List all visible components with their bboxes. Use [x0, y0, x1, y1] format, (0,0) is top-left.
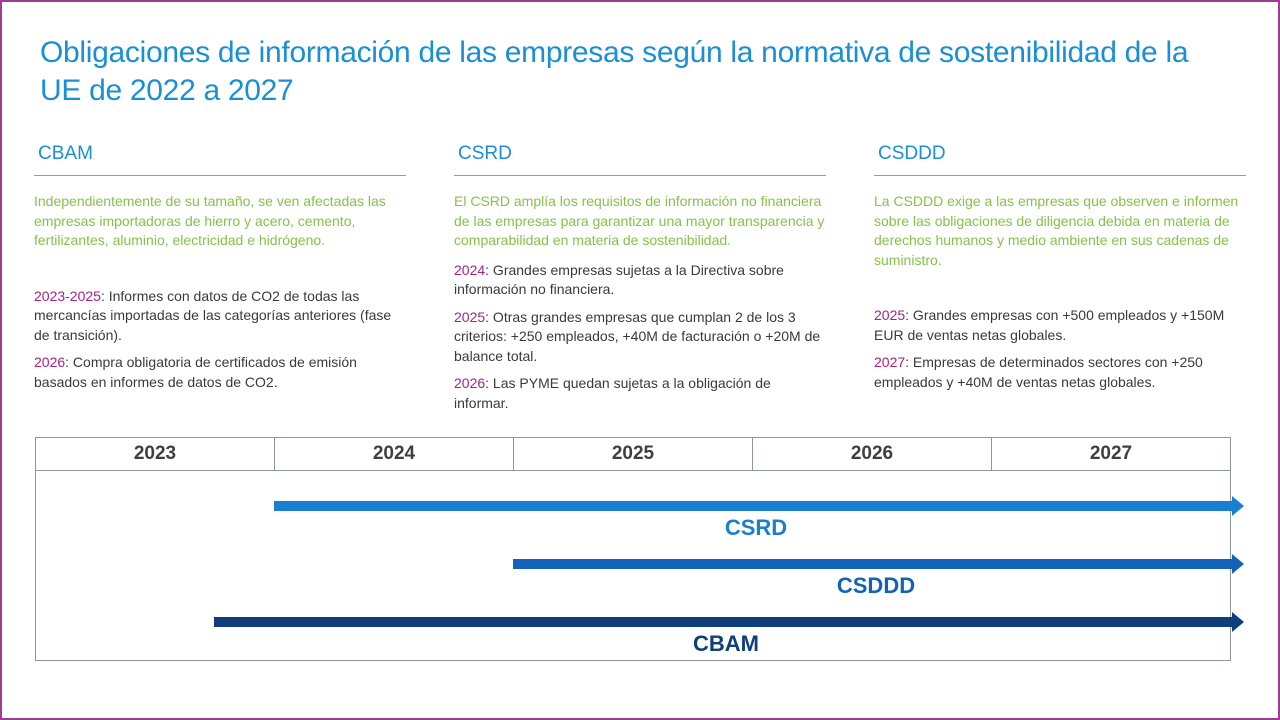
- entry-year: 2025: [874, 307, 906, 323]
- entry-year: 2027: [874, 354, 906, 370]
- entry-text: : Grandes empresas con +500 empleados y …: [874, 307, 1225, 343]
- entry-csrd-3: 2026: Las PYME quedan sujetas a la oblig…: [454, 374, 826, 413]
- timeline-arrow-cbam: [214, 612, 1244, 632]
- year-cell-2027: 2027: [1089, 443, 1133, 464]
- arrow-shaft: [214, 617, 1234, 627]
- entry-cbam-1: 2023-2025: Informes con datos de CO2 de …: [34, 287, 406, 346]
- year-cell-2024: 2024: [275, 438, 514, 470]
- entry-text: : Empresas de determinados sectores con …: [874, 354, 1203, 390]
- entry-text: : Otras grandes empresas que cumplan 2 d…: [454, 308, 821, 364]
- entry-text: : Informes con datos de CO2 de todas las…: [34, 287, 392, 343]
- entry-year: 2025: [454, 308, 486, 325]
- column-heading-cbam: CBAM: [34, 138, 406, 176]
- page-title: Obligaciones de información de las empre…: [40, 36, 1189, 107]
- timeline-year-header: 2023 2024 2025 2026 2027: [36, 438, 1230, 471]
- entry-csddd-1: 2025: Grandes empresas con +500 empleado…: [874, 306, 1246, 345]
- year-cell-2026: 2026: [753, 438, 992, 470]
- timeline-label-cbam: CBAM: [693, 631, 759, 656]
- entry-text: : Compra obligatoria de certificados de …: [34, 354, 357, 390]
- timeline-label-csrd: CSRD: [724, 515, 788, 540]
- entry-csddd-2: 2027: Empresas de determinados sectores …: [874, 353, 1246, 392]
- column-csddd: CSDDD La CSDDD exige a las empresas que …: [874, 138, 1246, 392]
- arrow-head-icon: [1231, 612, 1244, 632]
- entry-text: : Grandes empresas sujetas a la Directiv…: [454, 261, 784, 298]
- year-cell-2025: 2025: [514, 438, 753, 470]
- entry-year: 2024: [454, 261, 486, 278]
- entry-year: 2026: [454, 375, 486, 391]
- timeline-arrow-csrd: [274, 496, 1244, 516]
- intro-text-csddd: La CSDDD exige a las empresas que observ…: [874, 193, 1239, 268]
- timeline-arrow-csddd: [513, 554, 1244, 574]
- timeline: 2023 2024 2025 2026 2027 CSRD CSDDD CBAM: [35, 437, 1244, 661]
- arrow-head-icon: [1231, 496, 1244, 516]
- entry-text: : Las PYME quedan sujetas a la obligació…: [454, 375, 771, 411]
- timeline-label-csddd: CSDDD: [836, 573, 916, 598]
- arrow-shaft: [513, 559, 1234, 569]
- column-csrd: CSRD El CSRD amplía los requisitos de in…: [454, 138, 826, 413]
- entry-year: 2026: [34, 354, 66, 370]
- arrow-head-icon: [1231, 554, 1244, 574]
- column-heading-csrd: CSRD: [454, 138, 826, 176]
- entry-csrd-1: 2024: Grandes empresas sujetas a la Dire…: [454, 261, 826, 300]
- intro-text-cbam: Independientemente de su tamaño, se ven …: [34, 193, 386, 248]
- column-cbam: CBAM Independientemente de su tamaño, se…: [34, 138, 406, 392]
- arrow-shaft: [274, 501, 1234, 511]
- intro-text-csrd: El CSRD amplía los requisitos de informa…: [454, 193, 825, 248]
- year-cell-2023: 2023: [36, 438, 275, 470]
- entry-csrd-2: 2025: Otras grandes empresas que cumplan…: [454, 308, 826, 367]
- column-heading-csddd: CSDDD: [874, 138, 1246, 176]
- entry-year: 2023-2025: [34, 287, 101, 304]
- entry-cbam-2: 2026: Compra obligatoria de certificados…: [34, 353, 406, 392]
